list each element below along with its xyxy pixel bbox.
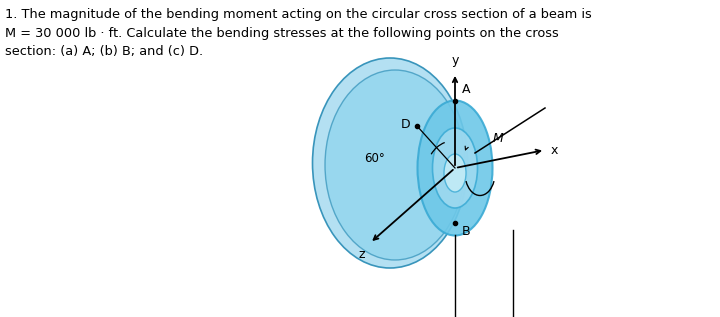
Text: D: D: [400, 118, 410, 131]
Ellipse shape: [418, 100, 492, 236]
Ellipse shape: [312, 58, 467, 268]
Text: x: x: [551, 144, 559, 157]
Ellipse shape: [325, 70, 465, 260]
Text: M: M: [493, 132, 504, 145]
Text: 1. The magnitude of the bending moment acting on the circular cross section of a: 1. The magnitude of the bending moment a…: [5, 8, 592, 58]
Text: B: B: [462, 225, 471, 238]
Text: z: z: [359, 248, 365, 261]
Ellipse shape: [433, 128, 477, 208]
Text: A: A: [462, 83, 470, 96]
Ellipse shape: [444, 154, 466, 192]
Text: 60°: 60°: [364, 152, 385, 165]
Text: y: y: [451, 54, 459, 67]
